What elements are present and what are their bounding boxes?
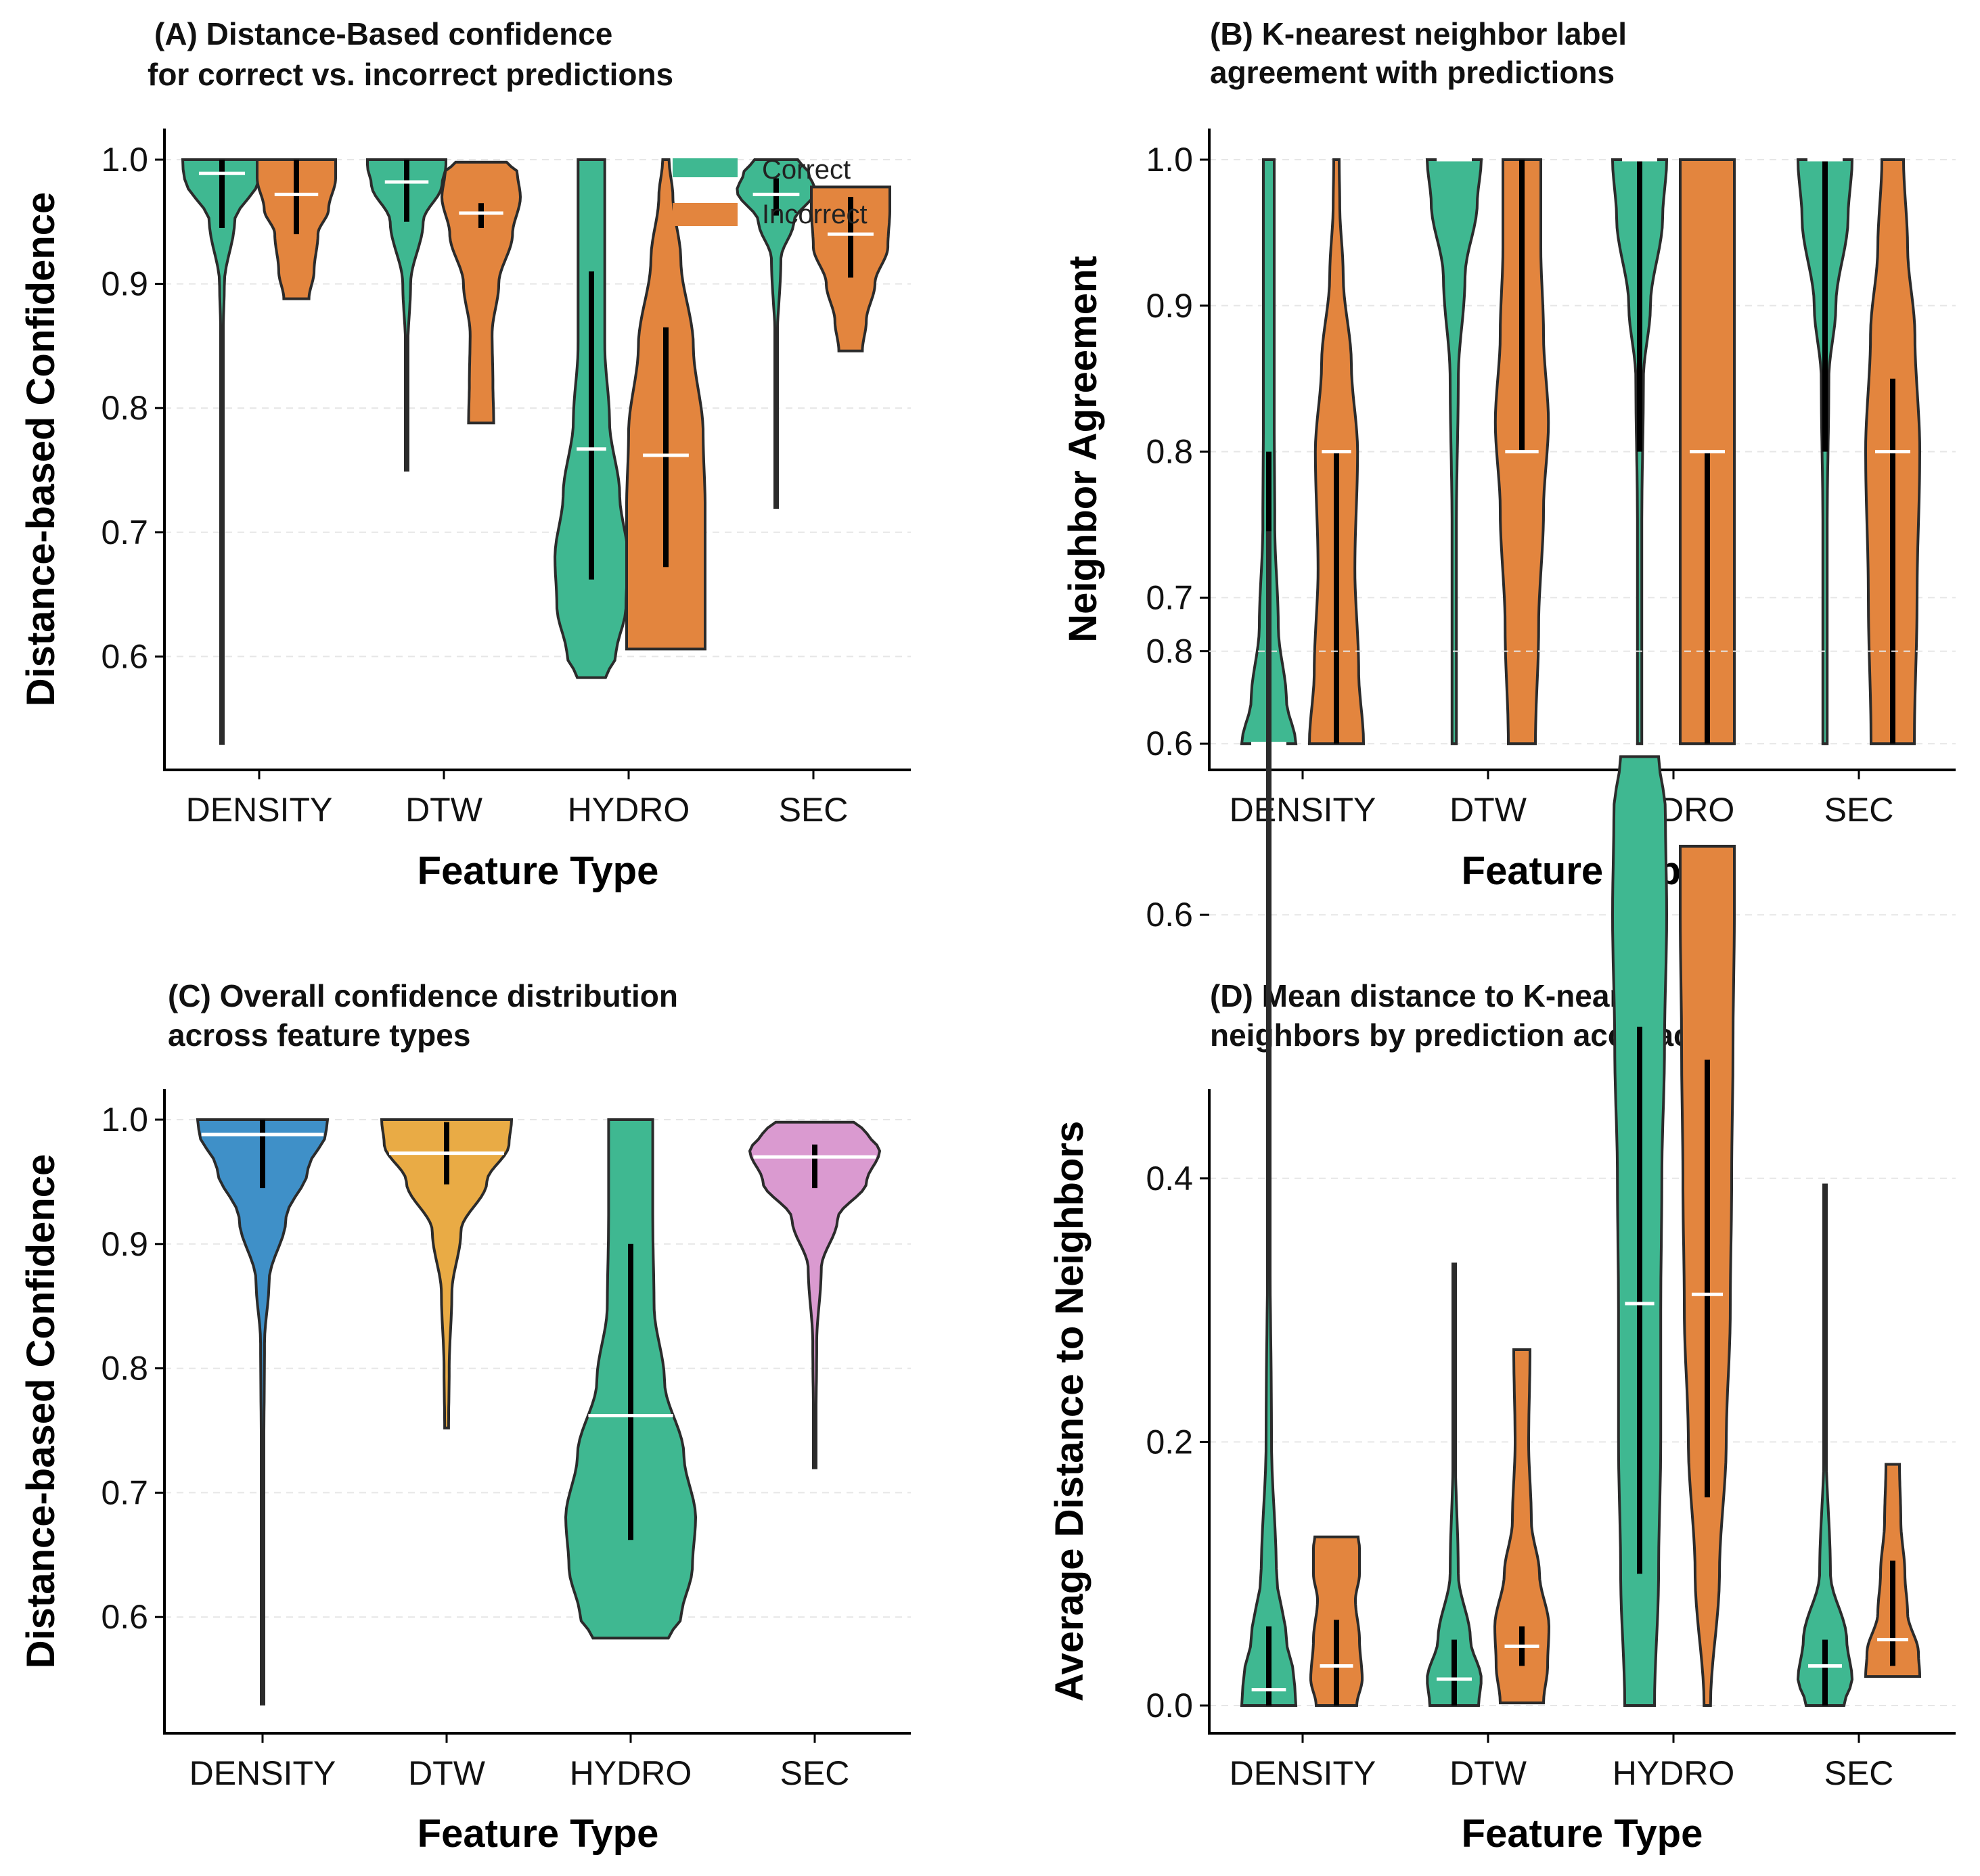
panel-a-x-tick-label-dtw: DTW <box>405 791 483 829</box>
panel-b-title-line-1: (B) K-nearest neighbor label <box>1210 16 1627 51</box>
panel-d-y-ticks: 0.0 0.2 0.4 0.6 0.8 <box>1146 633 1209 1724</box>
panel-c-overall-dtw-violin <box>380 1118 514 1429</box>
panel-a-y-tick-label: 1.0 <box>101 141 148 179</box>
panel-c-title-line-1: (C) Overall confidence distribution <box>168 978 678 1013</box>
panel-d-y-tick-label: 0.0 <box>1146 1687 1193 1724</box>
panel-d-violins <box>1240 531 1922 1707</box>
panel-a-y-tick-label: 0.9 <box>101 265 148 303</box>
panel-d-correct-sec-violin <box>1796 1183 1854 1707</box>
panel-c-y-ticks: 0.6 0.7 0.8 0.9 1.0 <box>101 1101 164 1636</box>
panel-d-y-axis-label: Average Distance to Neighbors <box>1048 1121 1092 1701</box>
panel-b-y-tick-label: 0.8 <box>1146 433 1193 471</box>
panel-a-x-axis-label: Feature Type <box>418 849 659 893</box>
panel-a-legend: Correct Incorrect <box>673 155 868 229</box>
panel-a-y-tick-label: 0.7 <box>101 513 148 551</box>
panel-b-y-tick-label: 0.9 <box>1146 287 1193 325</box>
panel-c-x-tick-label-hydro: HYDRO <box>570 1754 692 1792</box>
panel-a-y-tick-label: 0.6 <box>101 637 148 675</box>
panel-c-y-tick-label: 0.6 <box>101 1598 148 1636</box>
panel-a-y-axis-label: Distance-based Confidence <box>19 192 63 707</box>
legend-incorrect-label: Incorrect <box>762 200 868 229</box>
panel-b-x-ticks: DENSITY DTW HYDRO SEC <box>1230 770 1894 829</box>
panel-b-y-axis-label: Neighbor Agreement <box>1061 256 1105 642</box>
panel-d-x-tick-label-dtw: DTW <box>1449 1754 1527 1792</box>
panel-b-x-tick-label-density: DENSITY <box>1230 791 1376 829</box>
panel-b-y-tick-label: 0.7 <box>1146 578 1193 616</box>
panel-c-x-tick-label-sec: SEC <box>780 1754 850 1792</box>
panel-d-axes <box>1208 1089 1956 1735</box>
panel-d-x-tick-label-sec: SEC <box>1824 1754 1894 1792</box>
panel-b-correct-dtw-violin <box>1425 158 1483 746</box>
panel-c-y-tick-label: 0.7 <box>101 1473 148 1511</box>
panel-b-violins <box>1240 158 1922 746</box>
panel-b: (B) K-nearest neighbor label agreement w… <box>1061 16 1956 893</box>
panel-a-y-tick-label: 0.8 <box>101 389 148 427</box>
panel-a-correct-dtw-violin <box>366 158 447 472</box>
panel-a-y-ticks: 0.6 0.7 0.8 0.9 1.0 <box>101 141 164 675</box>
panel-c-violins <box>196 1118 882 1706</box>
panel-a-axes <box>163 129 911 771</box>
panel-c-x-axis-label: Feature Type <box>418 1812 659 1856</box>
panel-b-title-line-2: agreement with predictions <box>1210 55 1615 90</box>
panel-a-incorrect-dtw-violin <box>440 160 522 425</box>
panel-d-x-axis-label: Feature Type <box>1462 1812 1703 1856</box>
panel-a-title-line-2: for correct vs. incorrect predictions <box>148 57 673 92</box>
panel-d-x-tick-label-hydro: HYDRO <box>1613 1754 1735 1792</box>
panel-d-y-tick-label: 0.6 <box>1146 896 1193 934</box>
panel-a: (A) Distance-Based confidence for correc… <box>19 16 911 893</box>
panel-b-x-tick-label-sec: SEC <box>1824 791 1894 829</box>
panel-d-correct-density-violin <box>1240 531 1298 1707</box>
panel-c-y-axis-label: Distance-based Confidence <box>19 1154 63 1669</box>
panel-d: (D) Mean distance to K-nearest neighbors… <box>1048 531 1956 1856</box>
panel-c-y-tick-label: 0.8 <box>101 1350 148 1388</box>
panel-a-x-tick-label-density: DENSITY <box>186 791 333 829</box>
panel-a-x-tick-label-sec: SEC <box>779 791 849 829</box>
panel-a-correct-sec-violin <box>736 158 817 509</box>
panel-c-y-tick-label: 1.0 <box>101 1101 148 1139</box>
panel-a-x-ticks: DENSITY DTW HYDRO SEC <box>186 770 849 829</box>
panel-c-overall-density-violin <box>196 1118 330 1706</box>
panel-c-axes <box>163 1089 911 1735</box>
panel-d-x-ticks: DENSITY DTW HYDRO SEC <box>1230 1733 1894 1792</box>
panel-c: (C) Overall confidence distribution acro… <box>19 978 911 1856</box>
panel-c-overall-sec-violin <box>748 1120 882 1469</box>
panel-d-title-line-1: (D) Mean distance to K-nearest <box>1210 978 1667 1013</box>
panel-d-x-tick-label-density: DENSITY <box>1230 1754 1376 1792</box>
panel-a-x-tick-label-hydro: HYDRO <box>568 791 690 829</box>
panel-b-y-tick-label: 1.0 <box>1146 141 1193 179</box>
panel-b-y-tick-label: 0.6 <box>1146 725 1193 762</box>
panel-d-y-tick-label: 0.2 <box>1146 1423 1193 1461</box>
legend-correct-swatch <box>673 158 738 177</box>
panel-c-x-ticks: DENSITY DTW HYDRO SEC <box>189 1733 850 1792</box>
panel-c-x-tick-label-density: DENSITY <box>189 1754 336 1792</box>
panel-b-x-tick-label-dtw: DTW <box>1449 791 1527 829</box>
panel-c-y-tick-label: 0.9 <box>101 1225 148 1263</box>
legend-incorrect-swatch <box>673 203 738 226</box>
panel-c-x-tick-label-dtw: DTW <box>408 1754 486 1792</box>
panel-d-correct-dtw-violin <box>1426 1262 1483 1707</box>
panel-a-correct-density-violin <box>181 158 263 745</box>
panel-a-title-line-1: (A) Distance-Based confidence <box>154 16 612 51</box>
panel-a-violins <box>181 158 891 745</box>
panel-b-axes <box>1208 129 1956 771</box>
panel-d-y-tick-label: 0.4 <box>1146 1160 1193 1197</box>
legend-correct-label: Correct <box>762 155 851 185</box>
panel-b-y-ticks: 0.6 0.7 0.8 0.9 1.0 <box>1146 141 1209 762</box>
panel-c-title-line-2: across feature types <box>168 1017 470 1053</box>
panel-d-incorrect-dtw-violin <box>1493 1348 1551 1705</box>
panel-d-y-tick-label: 0.8 <box>1146 633 1193 670</box>
